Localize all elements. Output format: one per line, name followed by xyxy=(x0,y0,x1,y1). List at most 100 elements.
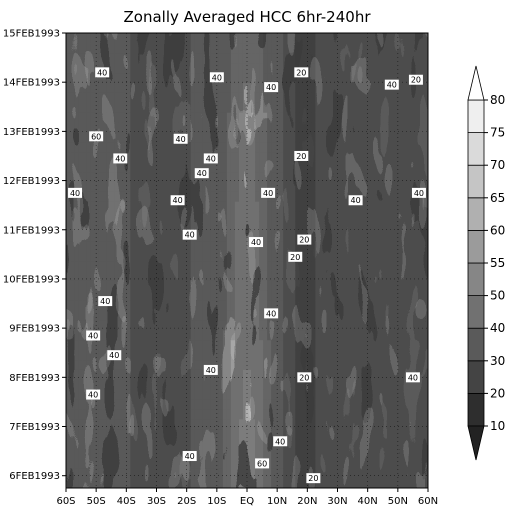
contour-label-text: 40 xyxy=(263,189,273,198)
contour-label: 40 xyxy=(411,187,426,198)
contour-label-box xyxy=(170,195,185,206)
contour-label-text: 40 xyxy=(351,196,361,205)
y-tick-label: 8FEB1993 xyxy=(9,373,60,384)
y-tick-label: 9FEB1993 xyxy=(9,324,60,335)
contour-label: 40 xyxy=(98,296,113,307)
contour-label: 40 xyxy=(86,330,101,341)
contour-label-text: 20 xyxy=(299,236,309,245)
contour-label-box xyxy=(294,67,309,78)
contour-label-box xyxy=(95,67,110,78)
contour-label-box xyxy=(411,187,426,198)
contour-label: 40 xyxy=(107,350,122,361)
x-tick-label: 50N xyxy=(388,496,408,507)
contour-label-box xyxy=(405,372,420,383)
contour-label: 40 xyxy=(264,82,279,93)
contour-label-text: 40 xyxy=(387,81,397,90)
colorbar-segment xyxy=(467,164,485,199)
contour-label-text: 40 xyxy=(408,373,418,382)
colorbar: 10 20 30 40 50 55 60 65 70 75 80 xyxy=(467,65,505,461)
x-tick-label: 10N xyxy=(267,496,287,507)
contour-label-text: 40 xyxy=(70,189,80,198)
contour-label: 20 xyxy=(297,234,312,245)
colorbar-segment xyxy=(467,132,485,166)
contour-label-box xyxy=(194,168,209,179)
contour-label-box xyxy=(173,133,188,144)
contour-label-text: 40 xyxy=(109,351,119,360)
contour-label-box xyxy=(306,473,321,484)
contour-label-text: 40 xyxy=(88,332,98,341)
contour-label-text: 40 xyxy=(275,437,285,446)
contour-label-text: 40 xyxy=(176,135,186,144)
y-tick-label: 10FEB1993 xyxy=(3,274,60,285)
y-tick-label: 12FEB1993 xyxy=(3,176,60,187)
contour-label-text: 40 xyxy=(212,73,222,82)
y-tick-label: 11FEB1993 xyxy=(3,225,60,236)
contour-label: 20 xyxy=(288,251,303,262)
x-tick-label: EQ xyxy=(240,496,254,507)
contour-label-text: 20 xyxy=(290,253,300,262)
colorbar-label: 50 xyxy=(490,289,505,303)
contour-label-text: 40 xyxy=(197,169,207,178)
contour-label: 20 xyxy=(408,74,423,85)
colorbar-label: 20 xyxy=(490,386,505,400)
contour-label: 40 xyxy=(173,133,188,144)
chart-title: Zonally Averaged HCC 6hr-240hr xyxy=(124,8,372,26)
contour-label: 40 xyxy=(264,308,279,319)
contour-label-box xyxy=(264,82,279,93)
contour-label: 40 xyxy=(384,79,399,90)
contour-label: 60 xyxy=(255,458,270,469)
colorbar-extend-max xyxy=(467,65,485,101)
y-tick-label: 14FEB1993 xyxy=(3,78,60,89)
contour-label: 40 xyxy=(182,451,197,462)
y-tick-label: 6FEB1993 xyxy=(9,471,60,482)
colorbar-label: 75 xyxy=(490,126,505,140)
x-tick-label: 60S xyxy=(56,496,75,507)
contour-label-text: 40 xyxy=(251,238,261,247)
colorbar-label: 10 xyxy=(490,419,505,433)
contour-label-text: 20 xyxy=(308,474,318,483)
contour-label-box xyxy=(384,79,399,90)
contour-label-text: 40 xyxy=(206,154,216,163)
contour-label-text: 40 xyxy=(115,154,125,163)
contour-label-box xyxy=(249,237,264,248)
contour-label-text: 60 xyxy=(257,459,267,468)
colorbar-segment xyxy=(467,197,485,231)
contour-label-text: 40 xyxy=(266,83,276,92)
contour-label-text: 40 xyxy=(100,297,110,306)
grid xyxy=(66,33,428,488)
contour-label-text: 20 xyxy=(411,76,421,85)
contour-label: 40 xyxy=(95,67,110,78)
colorbar-segment xyxy=(467,229,485,264)
colorbar-label: 70 xyxy=(490,158,505,172)
contour-label: 40 xyxy=(170,195,185,206)
contour-label-box xyxy=(107,350,122,361)
contour-label-box xyxy=(182,229,197,240)
contour-label-box xyxy=(348,195,363,206)
x-tick-label: 20S xyxy=(177,496,196,507)
colorbar-label: 55 xyxy=(490,256,505,270)
colorbar-segment xyxy=(467,99,485,133)
contour-label: 40 xyxy=(261,187,276,198)
contour-label: 40 xyxy=(113,153,128,164)
contour-label: 40 xyxy=(203,364,218,375)
y-tick-label: 13FEB1993 xyxy=(3,127,60,138)
x-tick-label: 20N xyxy=(297,496,317,507)
x-tick-label: 30N xyxy=(327,496,347,507)
contour-label: 40 xyxy=(194,168,209,179)
contour-label-box xyxy=(68,187,83,198)
x-tick-label: 40S xyxy=(117,496,136,507)
contour-label-text: 40 xyxy=(173,196,183,205)
colorbar-segment xyxy=(467,327,485,362)
x-axis: 60S 50S 40S 30S 20S 10S EQ 10N 20N 30N 40N 50N 60N xyxy=(56,488,438,507)
plot-area: 40 20 40 40 40 20 60 40 40 40 20 40 40 40 40 40 40 40 40 20… xyxy=(66,33,428,488)
contour-label-box xyxy=(203,153,218,164)
contour-label: 40 xyxy=(405,372,420,383)
contour-label-text: 40 xyxy=(185,452,195,461)
contour-label-box xyxy=(408,74,423,85)
contour-label-text: 40 xyxy=(88,391,98,400)
contour-labels: 40 20 40 40 40 20 60 40 40 40 20 40 40 40 40 40 40 40 40 20… xyxy=(68,67,426,484)
colorbar-segment xyxy=(467,262,485,296)
contour-label: 40 xyxy=(203,153,218,164)
contour-label-text: 40 xyxy=(206,366,216,375)
